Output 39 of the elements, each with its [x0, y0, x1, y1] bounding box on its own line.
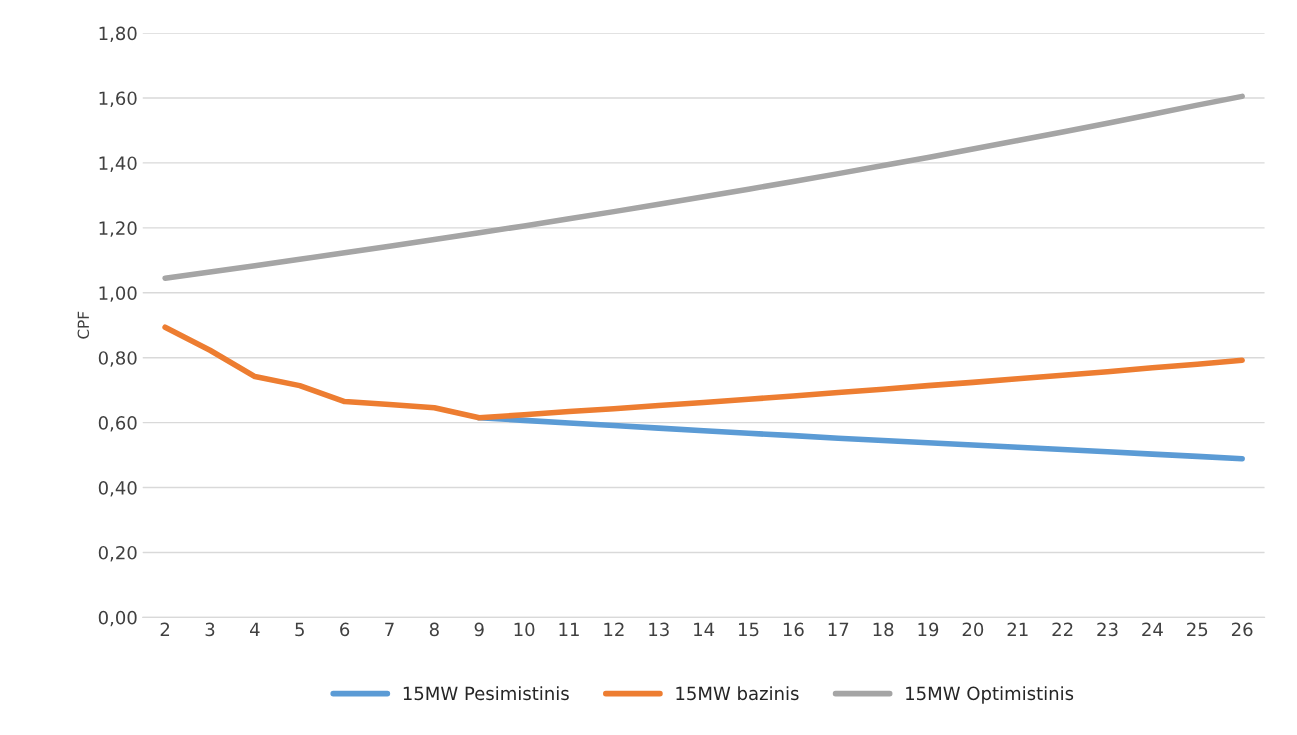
x-tick-label: 2 [160, 622, 170, 636]
x-tick-label: 5 [295, 622, 304, 637]
y-tick-label: 1,40 [99, 156, 137, 172]
x-tick-label: 6 [340, 622, 350, 637]
x-tick-label: 7 [385, 622, 394, 636]
y-tick-label: 0,40 [98, 481, 137, 497]
legend-label: 15MW bazinis [676, 686, 799, 701]
y-tick-label: 0,60 [98, 416, 137, 432]
x-tick-label: 17 [828, 622, 849, 636]
y-tick-label: 1,20 [99, 221, 137, 237]
x-tick-label: 22 [1052, 622, 1073, 636]
x-tick-label: 11 [559, 622, 579, 636]
y-tick-label: 1,00 [99, 286, 137, 302]
x-tick-label: 12 [604, 622, 624, 636]
x-tick-label: 16 [783, 622, 804, 637]
y-tick-label: 1,60 [99, 91, 137, 107]
x-tick-label: 25 [1187, 622, 1208, 637]
x-tick-label: 13 [649, 622, 669, 637]
x-tick-label: 9 [474, 622, 484, 637]
x-tick-label: 10 [514, 622, 535, 637]
x-tick-label: 15 [738, 622, 759, 637]
x-tick-label: 19 [918, 622, 939, 637]
x-tick-label: 3 [205, 622, 215, 637]
y-tick-label: 0,20 [98, 545, 137, 562]
x-tick-label: 20 [962, 622, 984, 637]
x-tick-label: 4 [250, 622, 260, 636]
x-tick-label: 23 [1097, 622, 1118, 637]
x-tick-label: 21 [1007, 622, 1028, 636]
x-tick-label: 8 [429, 622, 439, 637]
x-tick-label: 14 [694, 622, 715, 636]
legend-label: 15MW Pesimistinis [403, 686, 569, 701]
x-tick-label: 26 [1231, 622, 1253, 637]
x-tick-label: 18 [873, 622, 894, 637]
y-tick-label: 1,80 [99, 26, 137, 43]
legend-label: 15MW Optimistinis [906, 686, 1074, 704]
x-tick-label: 24 [1142, 622, 1163, 636]
y-tick-label: 0,00 [98, 610, 137, 627]
y-tick-label: 0,80 [98, 351, 137, 367]
y-axis-title: CPF [77, 311, 90, 339]
